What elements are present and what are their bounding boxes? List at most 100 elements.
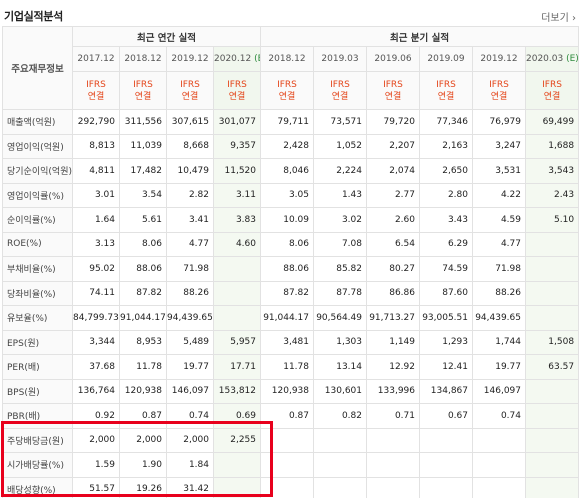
more-link[interactable]: 더보기 › <box>541 13 576 24</box>
table-cell: 11,039 <box>119 133 167 159</box>
table-cell: 3.05 <box>260 182 314 208</box>
table-row: 부채비율(%) 95.02 88.06 71.98 88.06 85.82 80.27 74.… <box>2 256 580 282</box>
table-cell: 4.60 <box>213 231 261 257</box>
table-cell: 17,482 <box>119 158 167 184</box>
table-row: 당기순이익(억원) 4,811 17,482 10,479 11,520 8,046 2,2… <box>2 158 580 184</box>
quarter-group-header: 최근 분기 실적 <box>259 26 580 47</box>
table-cell <box>313 476 367 498</box>
table-cell: 3,481 <box>260 329 314 355</box>
table-cell: 130,601 <box>313 378 367 404</box>
table-cell <box>524 452 580 478</box>
table-cell: 1.59 <box>72 452 120 478</box>
table-cell: 4.77 <box>166 231 214 257</box>
table-cell: 2.60 <box>366 207 420 233</box>
table-cell: 8,953 <box>119 329 167 355</box>
table-cell: 2,207 <box>366 133 420 159</box>
table-cell <box>213 452 261 478</box>
row-label: 배당성향(%) <box>2 476 73 498</box>
table-cell: 3.43 <box>419 207 473 233</box>
table-cell: 307,615 <box>166 109 214 135</box>
table-cell: 31.42 <box>166 476 214 498</box>
table-cell: 3.02 <box>313 207 367 233</box>
table-cell: 2,255 <box>213 427 261 453</box>
table-cell: 2,000 <box>166 427 214 453</box>
table-cell: 120,938 <box>119 378 167 404</box>
table-cell: 19.77 <box>166 354 214 380</box>
table-cell: 80.27 <box>366 256 420 282</box>
table-cell: 91,044.17 <box>260 305 314 331</box>
period-label: 2019.06 <box>374 54 412 64</box>
financial-table-body: 매출액(억원) 292,790 311,556 307,615 301,077 79,71… <box>2 109 580 498</box>
estimate-mark: (E) <box>563 54 579 64</box>
table-cell: 146,097 <box>166 378 214 404</box>
ifrs-label: IFRS 연결 <box>366 71 420 110</box>
table-cell: 2.43 <box>524 182 580 208</box>
table-cell: 74.59 <box>419 256 473 282</box>
row-label: 주당배당금(원) <box>2 427 73 453</box>
table-cell: 93,005.51 <box>419 305 473 331</box>
table-cell: 146,097 <box>472 378 526 404</box>
table-cell: 84,799.73 <box>72 305 120 331</box>
table-row: 유보율(%) 84,799.73 91,044.17 94,439.65 91,044.… <box>2 305 580 331</box>
ifrs-label: IFRS 연결 <box>213 71 261 110</box>
table-cell: 7.08 <box>313 231 367 257</box>
table-cell: 4.77 <box>472 231 526 257</box>
period-label: 2020.03 <box>526 54 564 64</box>
table-cell: 11.78 <box>260 354 314 380</box>
period-header: 2019.09 <box>419 46 473 72</box>
table-cell: 88.26 <box>472 280 526 306</box>
table-cell: 2,000 <box>72 427 120 453</box>
table-cell <box>213 305 261 331</box>
table-cell: 73,571 <box>313 109 367 135</box>
table-row: 영업이익(억원) 8,813 11,039 8,668 9,357 2,428 1,052 2… <box>2 133 580 159</box>
table-cell: 0.87 <box>260 403 314 429</box>
table-cell <box>419 452 473 478</box>
table-cell: 0.92 <box>72 403 120 429</box>
table-row: PBR(배) 0.92 0.87 0.74 0.69 0.87 0.82 0.71 0.67 0.… <box>2 403 580 429</box>
table-cell: 11.78 <box>119 354 167 380</box>
row-label: 영업이익(억원) <box>2 133 73 159</box>
table-cell <box>472 476 526 498</box>
table-cell: 79,720 <box>366 109 420 135</box>
table-cell: 1,293 <box>419 329 473 355</box>
table-row: 당좌비율(%) 74.11 87.82 88.26 87.82 87.78 86.86 87.… <box>2 280 580 306</box>
table-cell: 2,650 <box>419 158 473 184</box>
table-cell: 94,439.65 <box>166 305 214 331</box>
table-cell: 1.64 <box>72 207 120 233</box>
table-cell: 1,303 <box>313 329 367 355</box>
table-cell: 2,224 <box>313 158 367 184</box>
financial-table: 주요재무정보 최근 연간 실적 최근 분기 실적 2017.12 2018.12 2… <box>2 26 580 498</box>
table-cell: 133,996 <box>366 378 420 404</box>
period-label: 2020.12 <box>214 54 252 64</box>
row-label: PER(배) <box>2 354 73 380</box>
table-cell: 3,531 <box>472 158 526 184</box>
table-cell: 3.01 <box>72 182 120 208</box>
section-header: 기업실적분석 더보기 › <box>0 0 580 26</box>
table-cell <box>524 403 580 429</box>
table-cell: 90,564.49 <box>313 305 367 331</box>
row-label: 순이익률(%) <box>2 207 73 233</box>
table-cell: 19.26 <box>119 476 167 498</box>
table-row: BPS(원) 136,764 120,938 146,097 153,812 120,93… <box>2 378 580 404</box>
row-label: BPS(원) <box>2 378 73 404</box>
table-cell: 3.41 <box>166 207 214 233</box>
table-cell: 87.78 <box>313 280 367 306</box>
table-cell <box>213 256 261 282</box>
table-cell: 88.06 <box>260 256 314 282</box>
table-cell: 11,520 <box>213 158 261 184</box>
table-row: 시가배당률(%) 1.59 1.90 1.84 <box>2 452 580 478</box>
table-cell <box>260 427 314 453</box>
table-cell: 6.54 <box>366 231 420 257</box>
period-header: 2020.12 (E) <box>213 46 261 72</box>
table-cell: 153,812 <box>213 378 261 404</box>
ifrs-label: IFRS 연결 <box>72 71 120 110</box>
period-header: 2019.03 <box>313 46 367 72</box>
table-cell <box>419 476 473 498</box>
row-label: 부채비율(%) <box>2 256 73 282</box>
table-cell: 2,163 <box>419 133 473 159</box>
table-cell: 1.84 <box>166 452 214 478</box>
estimate-mark: (E) <box>254 54 259 64</box>
table-cell <box>213 476 261 498</box>
period-label: 2019.12 <box>171 54 209 64</box>
table-cell <box>366 476 420 498</box>
